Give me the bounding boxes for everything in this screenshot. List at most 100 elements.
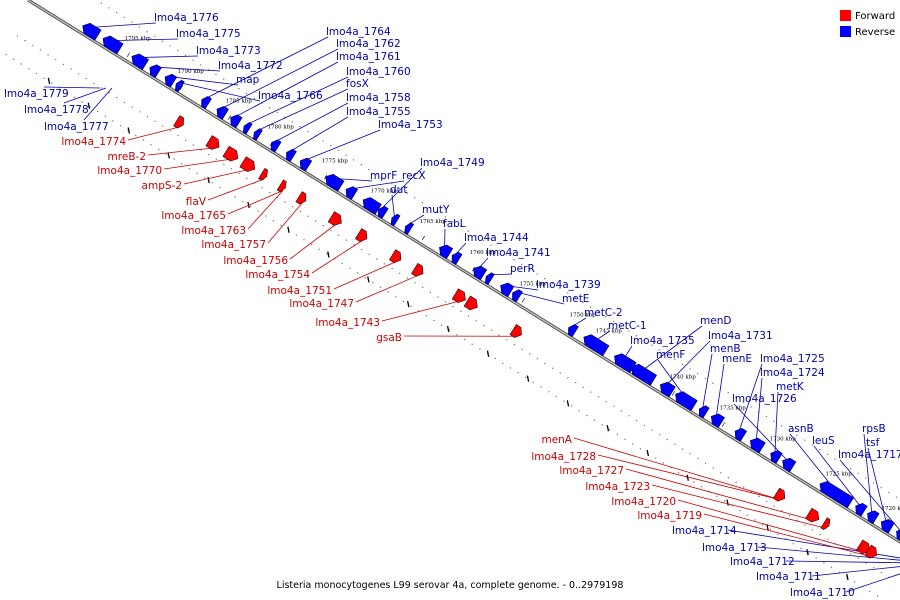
reverse-gene-label[interactable]: mutY	[422, 204, 450, 216]
reverse-gene[interactable]	[322, 172, 345, 192]
forward-gene[interactable]	[805, 507, 823, 525]
reverse-gene-label[interactable]: lmo4a_1773	[196, 45, 261, 57]
reverse-gene-label[interactable]: lmo4a_1777	[44, 121, 109, 133]
reverse-gene[interactable]	[80, 21, 102, 41]
reverse-gene[interactable]	[708, 411, 725, 429]
forward-gene[interactable]	[463, 295, 481, 313]
reverse-gene-label[interactable]: lmo4a_1779	[4, 88, 69, 100]
reverse-gene[interactable]	[214, 104, 229, 120]
forward-gene[interactable]	[239, 156, 258, 175]
reverse-gene[interactable]	[581, 332, 610, 357]
reverse-gene[interactable]	[672, 389, 698, 412]
reverse-gene-label[interactable]: menD	[700, 315, 731, 327]
reverse-gene-label[interactable]: lmo4a_1753	[378, 119, 443, 131]
reverse-gene-label[interactable]: lmo4a_1735	[630, 335, 695, 347]
reverse-gene-label[interactable]: lmo4a_1712	[730, 556, 795, 568]
forward-gene[interactable]	[772, 487, 788, 503]
reverse-gene[interactable]	[732, 426, 748, 442]
reverse-gene[interactable]	[449, 250, 463, 265]
reverse-gene-label[interactable]: metC-2	[584, 307, 623, 319]
reverse-gene-label[interactable]: asnB	[788, 423, 814, 435]
forward-gene-label[interactable]: gsaB	[376, 332, 402, 344]
reverse-gene-label[interactable]: lmo4a_1711	[756, 571, 821, 583]
reverse-gene-label[interactable]: lmo4a_1775	[176, 28, 241, 40]
forward-gene[interactable]	[856, 539, 873, 557]
forward-gene-label[interactable]: lmo4a_1743	[315, 317, 380, 329]
forward-gene-label[interactable]: mreB-2	[108, 151, 146, 163]
reverse-gene-label[interactable]: fabL	[443, 218, 466, 230]
forward-gene-label[interactable]: flaV	[186, 196, 207, 208]
forward-gene[interactable]	[509, 324, 525, 340]
forward-gene[interactable]	[354, 228, 370, 244]
forward-gene[interactable]	[295, 191, 309, 206]
reverse-gene[interactable]	[779, 456, 797, 473]
forward-gene[interactable]	[276, 179, 288, 193]
forward-gene-label[interactable]: lmo4a_1747	[289, 298, 354, 310]
reverse-gene-label[interactable]: menF	[656, 349, 685, 361]
forward-gene[interactable]	[411, 262, 426, 278]
forward-gene-label[interactable]: lmo4a_1757	[201, 239, 266, 251]
reverse-gene[interactable]	[251, 127, 263, 141]
forward-gene-label[interactable]: ampS-2	[142, 180, 182, 192]
reverse-gene[interactable]	[509, 288, 523, 303]
reverse-gene[interactable]	[497, 280, 515, 298]
reverse-gene-label[interactable]: recX	[402, 170, 426, 182]
reverse-gene-label[interactable]: dut	[390, 184, 407, 196]
reverse-gene-label[interactable]: lmo4a_1764	[326, 26, 391, 38]
reverse-gene-label[interactable]: lmo4a_1726	[732, 393, 797, 405]
forward-gene-label[interactable]: lmo4a_1720	[611, 496, 676, 508]
reverse-gene[interactable]	[360, 195, 382, 215]
reverse-gene-label[interactable]: lmo4a_1744	[464, 232, 529, 244]
reverse-gene[interactable]	[817, 479, 854, 509]
reverse-gene[interactable]	[375, 204, 389, 220]
forward-gene[interactable]	[173, 115, 187, 130]
reverse-gene[interactable]	[628, 362, 657, 386]
reverse-gene-label[interactable]: metK	[776, 381, 805, 393]
forward-gene[interactable]	[327, 211, 345, 229]
reverse-gene[interactable]	[268, 138, 282, 153]
reverse-gene[interactable]	[283, 147, 297, 163]
reverse-gene[interactable]	[747, 435, 766, 454]
reverse-gene-label[interactable]: metE	[562, 293, 589, 305]
reverse-gene[interactable]	[470, 263, 488, 281]
reverse-gene[interactable]	[864, 508, 880, 525]
reverse-gene-label[interactable]: fosX	[346, 78, 369, 90]
reverse-gene[interactable]	[436, 242, 454, 260]
reverse-gene[interactable]	[878, 517, 895, 534]
reverse-gene-label[interactable]: menE	[722, 353, 752, 365]
reverse-gene-label[interactable]: lmo4a_1714	[672, 525, 737, 537]
reverse-gene[interactable]	[129, 51, 150, 71]
reverse-gene[interactable]	[162, 72, 178, 88]
reverse-gene[interactable]	[768, 448, 783, 464]
reverse-gene[interactable]	[852, 501, 868, 517]
forward-gene-label[interactable]: lmo4a_1765	[161, 210, 226, 222]
reverse-gene-label[interactable]: lmo4a_1731	[708, 330, 773, 342]
forward-gene-label[interactable]: lmo4a_1751	[267, 285, 332, 297]
reverse-gene-label[interactable]: lmo4a_1758	[346, 92, 411, 104]
reverse-gene-label[interactable]: lmo4a_1772	[218, 60, 283, 72]
reverse-gene[interactable]	[483, 271, 495, 286]
reverse-gene-label[interactable]: lmo4a_1762	[336, 38, 401, 50]
forward-gene[interactable]	[258, 167, 270, 181]
reverse-gene[interactable]	[611, 351, 637, 374]
forward-gene[interactable]	[820, 517, 832, 531]
forward-gene-label[interactable]: lmo4a_1770	[97, 165, 162, 177]
forward-gene-label[interactable]: lmo4a_1719	[637, 510, 702, 522]
forward-gene-label[interactable]: lmo4a_1723	[585, 481, 650, 493]
forward-gene-label[interactable]: lmo4a_1727	[559, 465, 624, 477]
reverse-gene[interactable]	[198, 95, 212, 110]
reverse-gene-label[interactable]: lmo4a_1717	[838, 449, 900, 461]
reverse-gene[interactable]	[147, 62, 162, 79]
reverse-gene-label[interactable]: menB	[710, 343, 741, 355]
reverse-gene-label[interactable]: lmo4a_1755	[346, 106, 411, 118]
reverse-gene-label[interactable]: lmo4a_1739	[536, 279, 601, 291]
reverse-gene-label[interactable]: lmo4a_1761	[336, 51, 401, 63]
reverse-gene-label[interactable]: lmo4a_1749	[420, 157, 485, 169]
reverse-gene-label[interactable]: lmo4a_1741	[486, 247, 551, 259]
reverse-gene[interactable]	[227, 112, 243, 129]
reverse-gene-label[interactable]: mprF	[370, 170, 397, 182]
forward-gene-label[interactable]: menA	[541, 434, 572, 446]
reverse-gene-label[interactable]: tsf	[866, 437, 880, 449]
reverse-gene-label[interactable]: lmo4a_1710	[790, 587, 855, 599]
reverse-gene[interactable]	[241, 121, 253, 135]
